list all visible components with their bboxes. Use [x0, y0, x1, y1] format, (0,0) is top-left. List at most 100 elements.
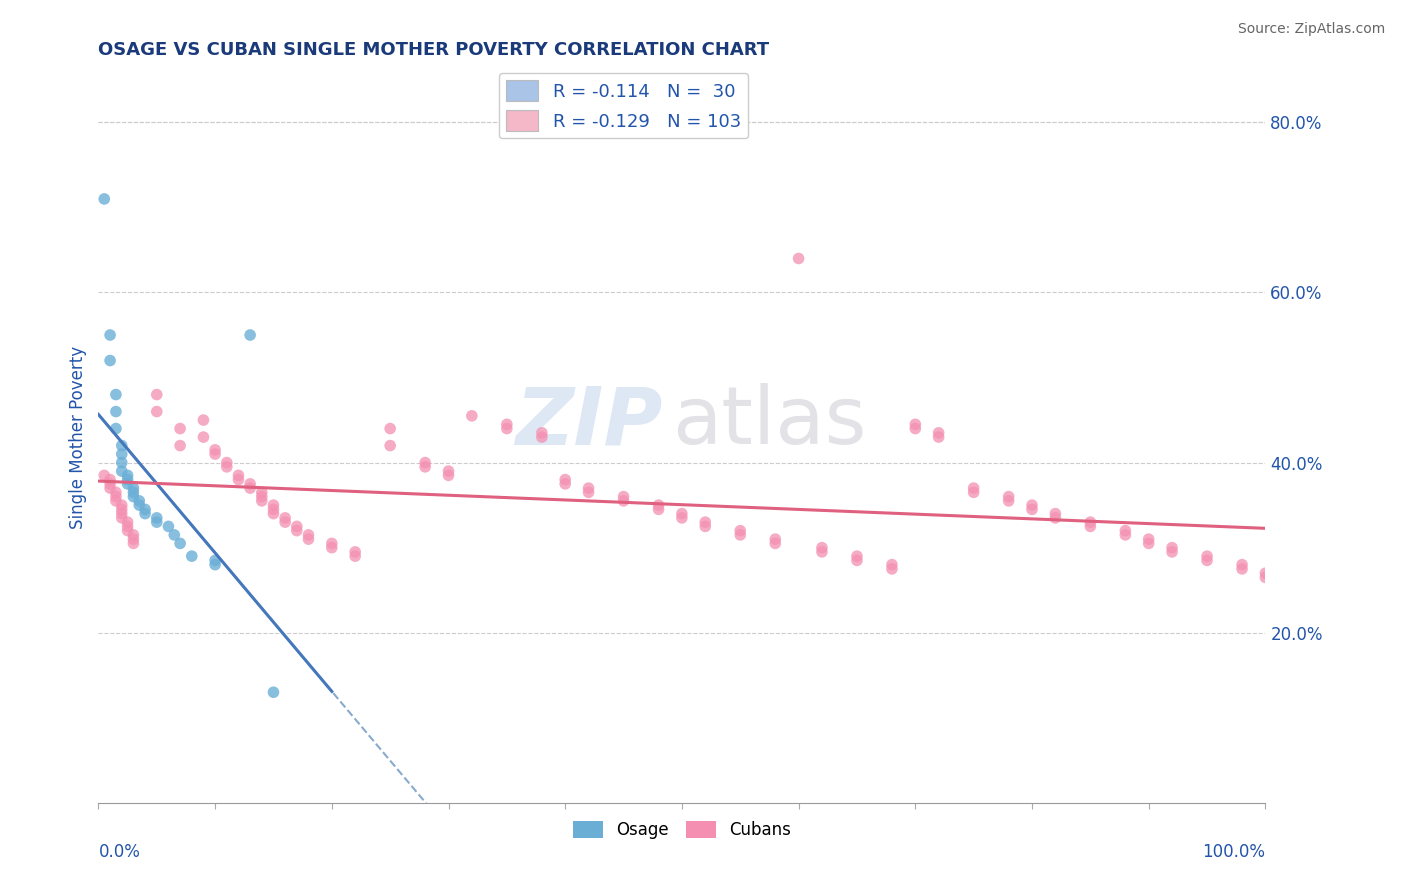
Point — [578, 485, 600, 500]
Point — [554, 473, 576, 487]
Point — [93, 192, 115, 206]
Point — [262, 507, 284, 521]
Point — [695, 519, 717, 533]
Point — [578, 481, 600, 495]
Point — [274, 515, 297, 529]
Point — [321, 541, 343, 555]
Point — [1080, 519, 1102, 533]
Point — [530, 425, 553, 440]
Point — [344, 545, 367, 559]
Point — [104, 494, 127, 508]
Point — [1195, 549, 1218, 563]
Point — [98, 476, 121, 491]
Point — [437, 468, 460, 483]
Point — [297, 528, 319, 542]
Point — [1230, 558, 1253, 572]
Point — [671, 511, 693, 525]
Point — [554, 476, 576, 491]
Point — [787, 252, 810, 266]
Point — [117, 515, 139, 529]
Point — [437, 464, 460, 478]
Point — [274, 511, 297, 525]
Point — [215, 456, 238, 470]
Text: 100.0%: 100.0% — [1202, 843, 1265, 861]
Point — [846, 553, 869, 567]
Text: atlas: atlas — [672, 384, 866, 461]
Point — [1114, 524, 1136, 538]
Point — [496, 421, 519, 435]
Point — [811, 541, 834, 555]
Point — [122, 490, 145, 504]
Point — [262, 502, 284, 516]
Point — [239, 328, 262, 343]
Point — [111, 456, 134, 470]
Point — [128, 494, 150, 508]
Point — [169, 421, 191, 435]
Point — [146, 387, 169, 401]
Point — [413, 459, 436, 474]
Point — [250, 485, 273, 500]
Point — [962, 485, 984, 500]
Point — [262, 685, 284, 699]
Point — [1254, 566, 1277, 581]
Point — [104, 490, 127, 504]
Point — [122, 532, 145, 546]
Point — [111, 447, 134, 461]
Point — [98, 353, 121, 368]
Point — [111, 498, 134, 512]
Point — [613, 490, 636, 504]
Point — [380, 439, 402, 453]
Point — [904, 421, 927, 435]
Point — [250, 494, 273, 508]
Point — [98, 328, 121, 343]
Point — [134, 502, 156, 516]
Point — [104, 485, 127, 500]
Point — [997, 494, 1019, 508]
Point — [496, 417, 519, 432]
Point — [1161, 545, 1184, 559]
Point — [1114, 528, 1136, 542]
Point — [128, 498, 150, 512]
Point — [321, 536, 343, 550]
Point — [297, 532, 319, 546]
Point — [117, 476, 139, 491]
Point — [1045, 511, 1067, 525]
Point — [134, 507, 156, 521]
Point — [204, 447, 226, 461]
Point — [104, 404, 127, 418]
Point — [193, 430, 215, 444]
Point — [285, 524, 308, 538]
Point — [146, 511, 169, 525]
Point — [180, 549, 202, 563]
Point — [111, 502, 134, 516]
Point — [1021, 498, 1043, 512]
Point — [117, 473, 139, 487]
Text: Source: ZipAtlas.com: Source: ZipAtlas.com — [1237, 22, 1385, 37]
Point — [344, 549, 367, 563]
Point — [111, 511, 134, 525]
Point — [204, 558, 226, 572]
Point — [122, 481, 145, 495]
Point — [250, 490, 273, 504]
Point — [730, 524, 752, 538]
Point — [763, 532, 786, 546]
Point — [239, 476, 262, 491]
Point — [928, 425, 950, 440]
Text: ZIP: ZIP — [515, 384, 662, 461]
Point — [104, 387, 127, 401]
Point — [671, 507, 693, 521]
Point — [1021, 502, 1043, 516]
Point — [380, 421, 402, 435]
Point — [695, 515, 717, 529]
Point — [239, 481, 262, 495]
Point — [811, 545, 834, 559]
Legend: Osage, Cubans: Osage, Cubans — [567, 814, 797, 846]
Point — [1161, 541, 1184, 555]
Point — [1045, 507, 1067, 521]
Point — [880, 558, 903, 572]
Point — [730, 528, 752, 542]
Point — [1080, 515, 1102, 529]
Point — [1254, 570, 1277, 584]
Point — [104, 421, 127, 435]
Point — [413, 456, 436, 470]
